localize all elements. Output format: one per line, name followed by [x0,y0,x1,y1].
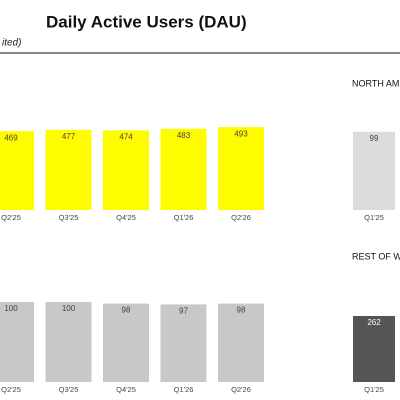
value-label: 100 [62,304,76,313]
x-tick-label: Q4'25 [116,385,136,394]
bar [160,128,207,210]
panel-title: REST OF W [352,251,400,261]
value-label: 97 [179,307,188,316]
bar [160,304,207,382]
value-label: 99 [370,134,379,143]
bar [45,302,92,382]
bar [218,303,264,382]
x-tick-label: Q3'25 [59,213,79,222]
x-tick-label: Q2'25 [1,385,21,394]
value-label: 262 [367,318,381,327]
value-label: 483 [177,131,191,140]
bar [103,303,149,382]
value-label: 474 [119,132,133,141]
value-label: 469 [4,133,18,142]
page-title: Daily Active Users (DAU) [46,12,247,31]
x-tick-label: Q1'26 [174,385,194,394]
x-tick-label: Q1'26 [174,213,194,222]
bar [353,315,395,382]
x-tick-label: Q4'25 [116,213,136,222]
bar [0,302,34,382]
x-tick-label: Q2'26 [231,385,251,394]
bar [0,131,34,210]
x-tick-label: Q2'26 [231,213,251,222]
value-label: 98 [122,306,131,315]
x-tick-label: Q1'25 [364,213,384,222]
x-tick-label: Q2'25 [1,213,21,222]
bar [103,130,149,210]
value-label: 477 [62,132,76,141]
panel-title: NORTH AM [352,78,399,88]
bar [45,129,92,210]
value-label: 98 [237,306,246,315]
page-subtitle: ited) [2,38,21,49]
bar [218,127,264,210]
x-tick-label: Q3'25 [59,385,79,394]
value-label: 493 [234,129,248,138]
x-tick-label: Q1'25 [364,385,384,394]
bar [353,131,395,210]
value-label: 100 [4,304,18,313]
